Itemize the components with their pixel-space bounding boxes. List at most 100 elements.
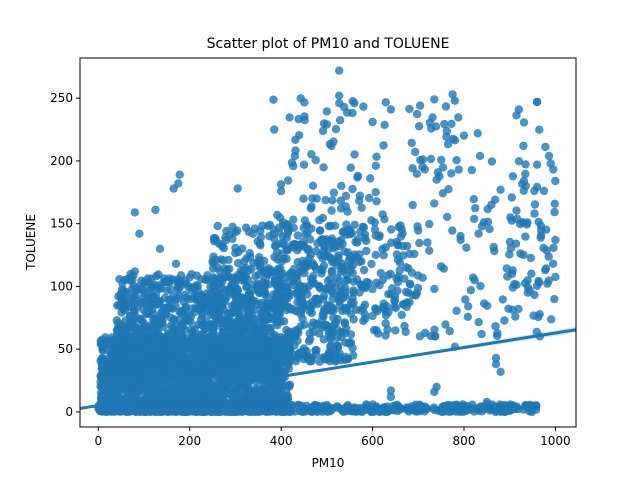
data-point: [487, 200, 496, 209]
y-tick-label: 0: [65, 405, 73, 419]
data-point: [179, 377, 188, 386]
data-point: [321, 285, 331, 294]
data-point: [270, 125, 279, 134]
data-point: [521, 232, 530, 241]
data-point: [324, 222, 333, 231]
data-point: [267, 368, 276, 378]
data-point: [301, 262, 310, 271]
data-point: [219, 326, 228, 336]
data-point: [344, 225, 353, 234]
data-point: [500, 401, 510, 410]
data-point: [399, 251, 408, 260]
data-point: [414, 122, 424, 131]
data-point: [418, 273, 427, 282]
data-point: [182, 361, 191, 370]
data-point: [448, 401, 457, 410]
data-point: [381, 98, 390, 107]
data-point: [539, 186, 549, 196]
data-point: [187, 270, 196, 279]
data-point: [485, 224, 494, 234]
data-point: [432, 175, 441, 184]
data-point: [357, 283, 367, 292]
data-point: [144, 307, 154, 317]
data-point: [467, 165, 476, 175]
data-point: [235, 401, 244, 411]
data-point: [222, 226, 231, 236]
data-point: [232, 367, 241, 377]
data-point: [234, 323, 243, 333]
data-point: [322, 120, 332, 129]
data-point: [386, 105, 396, 114]
data-point: [441, 320, 450, 329]
data-point: [259, 318, 268, 327]
data-point: [404, 264, 413, 273]
points-layer: [94, 66, 560, 417]
data-point: [431, 122, 441, 131]
data-point: [142, 400, 151, 409]
data-point: [131, 325, 141, 334]
data-point: [519, 118, 529, 127]
data-point: [209, 326, 218, 336]
data-point: [250, 345, 259, 355]
data-point: [276, 180, 286, 189]
data-point: [299, 160, 309, 169]
data-point: [400, 321, 409, 331]
data-point: [368, 285, 377, 294]
data-point: [222, 316, 231, 326]
data-point: [415, 101, 425, 110]
data-point: [541, 264, 551, 273]
data-point: [413, 222, 422, 231]
y-tick-label: 50: [58, 342, 73, 356]
data-point: [521, 160, 530, 169]
data-point: [293, 246, 302, 255]
data-point: [276, 386, 286, 395]
data-point: [423, 404, 432, 413]
data-point: [335, 276, 344, 285]
data-point: [148, 294, 157, 303]
data-point: [309, 261, 319, 270]
data-point: [348, 184, 357, 194]
data-point: [291, 357, 301, 366]
data-point: [395, 405, 404, 414]
data-point: [535, 125, 544, 134]
data-point: [350, 99, 359, 108]
data-point: [318, 126, 328, 136]
data-point: [208, 264, 218, 273]
data-point: [331, 357, 340, 366]
data-point: [445, 326, 454, 336]
data-point: [507, 193, 516, 202]
data-point: [129, 354, 138, 364]
data-point: [318, 315, 327, 325]
data-point: [243, 275, 253, 285]
data-point: [122, 329, 131, 338]
data-point: [171, 259, 181, 268]
data-point: [519, 250, 528, 260]
data-point: [129, 384, 138, 393]
y-tick-label: 200: [50, 154, 73, 168]
data-point: [145, 376, 155, 385]
data-point: [352, 253, 361, 262]
data-point: [450, 96, 460, 105]
data-point: [473, 129, 482, 138]
data-point: [319, 306, 328, 315]
data-point: [119, 299, 129, 309]
data-point: [119, 403, 128, 413]
data-point: [281, 273, 290, 282]
data-point: [130, 208, 140, 217]
data-point: [532, 327, 541, 337]
data-point: [155, 343, 164, 352]
data-point: [397, 310, 406, 320]
data-point: [284, 176, 293, 185]
data-point: [423, 238, 432, 247]
data-point: [293, 231, 302, 240]
data-point: [418, 155, 428, 164]
data-point: [387, 225, 396, 234]
data-point: [500, 316, 509, 325]
data-point: [534, 312, 543, 322]
data-point: [227, 404, 236, 413]
data-point: [447, 119, 456, 128]
data-point: [430, 387, 439, 397]
data-point: [335, 91, 344, 100]
data-point: [214, 336, 223, 345]
data-point: [331, 318, 341, 327]
